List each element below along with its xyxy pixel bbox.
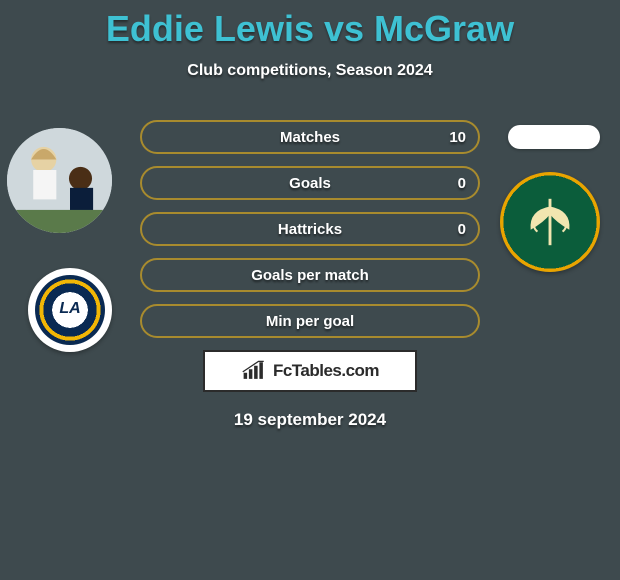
brand-box[interactable]: FcTables.com <box>203 350 417 392</box>
stat-row-min-per-goal: Min per goal <box>140 304 480 338</box>
stat-label: Goals per match <box>251 267 369 284</box>
subtitle: Club competitions, Season 2024 <box>0 62 620 80</box>
stat-row-hattricks: Hattricks 0 <box>140 212 480 246</box>
stat-row-matches: Matches 10 <box>140 120 480 154</box>
bar-chart-icon <box>241 360 269 382</box>
stat-right-value: 0 <box>458 221 466 238</box>
stat-right-value: 0 <box>458 175 466 192</box>
stat-right-value: 10 <box>449 129 466 146</box>
stat-row-goals: Goals 0 <box>140 166 480 200</box>
stat-label: Goals <box>289 175 331 192</box>
stat-label: Matches <box>280 129 340 146</box>
brand-text: FcTables.com <box>273 361 379 381</box>
page-title: Eddie Lewis vs McGraw <box>0 0 620 50</box>
stats-section: Matches 10 Goals 0 Hattricks 0 Goals per… <box>0 120 620 430</box>
date-text: 19 september 2024 <box>0 410 620 430</box>
stat-label: Hattricks <box>278 221 342 238</box>
stat-row-goals-per-match: Goals per match <box>140 258 480 292</box>
stats-column: Matches 10 Goals 0 Hattricks 0 Goals per… <box>140 120 480 338</box>
stat-label: Min per goal <box>266 313 354 330</box>
